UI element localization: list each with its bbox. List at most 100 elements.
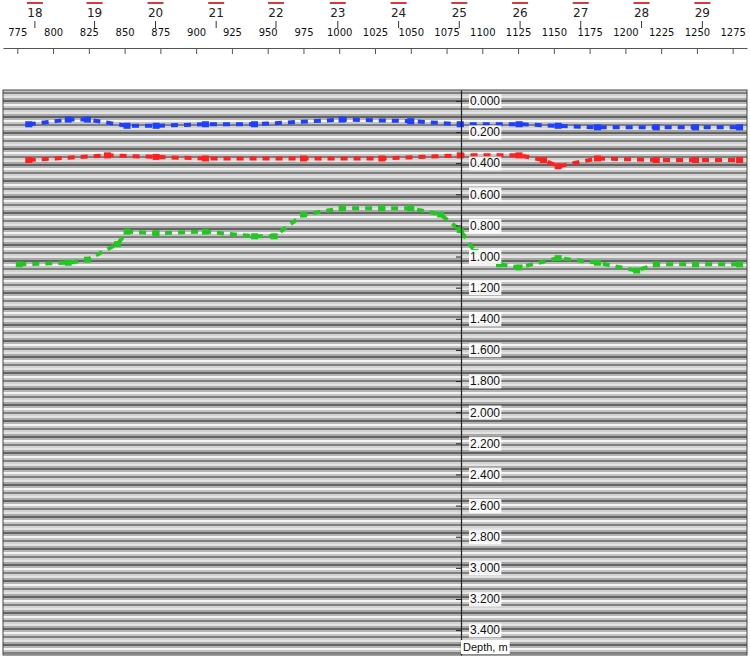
y-tick-mark bbox=[456, 163, 461, 164]
x-tick: 1125 bbox=[506, 27, 531, 54]
y-tick-mark bbox=[456, 225, 461, 226]
y-title-group: Depth, m bbox=[461, 640, 510, 654]
horizon-point bbox=[104, 152, 111, 158]
y-tick: 2.800 bbox=[456, 530, 501, 544]
x-tick-label: 1100 bbox=[470, 27, 495, 38]
x-tick: 1100 bbox=[470, 27, 495, 54]
label-patch bbox=[469, 250, 501, 264]
horizon-point bbox=[124, 229, 131, 235]
x-tick-label: 975 bbox=[294, 27, 313, 38]
y-tick: 2.600 bbox=[456, 499, 501, 513]
horizon-point bbox=[555, 255, 562, 261]
plot-frame bbox=[3, 90, 747, 655]
y-tick: 3.400 bbox=[456, 623, 501, 637]
horizon-point bbox=[407, 205, 414, 211]
horizon-point bbox=[25, 121, 32, 127]
horizon-point bbox=[594, 155, 601, 161]
label-patch bbox=[469, 499, 501, 513]
horizon-point bbox=[153, 230, 160, 236]
label-patch bbox=[469, 156, 501, 170]
y-tick-label: 3.400 bbox=[470, 623, 500, 637]
label-patch bbox=[461, 640, 510, 654]
marker-label: 22 bbox=[268, 6, 283, 20]
marker-flag bbox=[451, 2, 467, 4]
marker-label: 23 bbox=[330, 6, 345, 20]
x-tick-mark bbox=[53, 48, 54, 54]
x-tick-mark bbox=[17, 48, 18, 54]
x-tick: 800 bbox=[44, 27, 63, 54]
x-tick-mark bbox=[518, 48, 519, 54]
marker-flag bbox=[208, 2, 224, 4]
x-tick: 975 bbox=[294, 27, 313, 54]
horizon-point bbox=[736, 261, 743, 267]
horizon-point bbox=[633, 268, 640, 274]
y-tick: 1.600 bbox=[456, 343, 501, 357]
horizon-point bbox=[25, 157, 32, 163]
marker-tick bbox=[641, 21, 642, 28]
label-patch bbox=[469, 468, 501, 482]
horizon-point bbox=[271, 233, 278, 239]
horizon-point bbox=[300, 212, 307, 218]
y-tick-label: 1.200 bbox=[470, 281, 500, 295]
marker-flag bbox=[391, 2, 407, 4]
marker-flag bbox=[573, 2, 589, 4]
x-tick-label: 775 bbox=[8, 27, 27, 38]
marker-label: 25 bbox=[452, 6, 467, 20]
y-axis-title: Depth, m bbox=[463, 641, 508, 653]
radargram-background bbox=[3, 90, 747, 655]
horizon-point bbox=[202, 229, 209, 235]
label-patch bbox=[469, 406, 501, 420]
y-tick: 3.000 bbox=[456, 561, 501, 575]
label-patch bbox=[469, 125, 501, 139]
horizon-point bbox=[84, 117, 91, 123]
horizon-point bbox=[653, 157, 660, 163]
x-tick-label: 1150 bbox=[542, 27, 567, 38]
x-tick-mark bbox=[160, 48, 161, 54]
x-tick: 1050 bbox=[399, 27, 424, 54]
y-tick-mark bbox=[456, 350, 461, 351]
x-tick-label: 925 bbox=[223, 27, 242, 38]
label-patch bbox=[469, 561, 501, 575]
horizon-line bbox=[29, 120, 740, 128]
y-tick-mark bbox=[456, 319, 461, 320]
y-tick-mark bbox=[456, 381, 461, 382]
x-tick: 1075 bbox=[434, 27, 459, 54]
marker-label: 18 bbox=[27, 6, 42, 20]
horizons bbox=[16, 117, 743, 274]
horizon-point bbox=[457, 121, 464, 127]
y-tick-label: 2.200 bbox=[470, 437, 500, 451]
y-tick-label: 1.600 bbox=[470, 343, 500, 357]
x-tick-label: 850 bbox=[116, 27, 135, 38]
x-tick-label: 1125 bbox=[506, 27, 531, 38]
y-tick-mark bbox=[456, 630, 461, 631]
label-patch bbox=[469, 343, 501, 357]
x-tick: 1225 bbox=[649, 27, 674, 54]
label-patch bbox=[469, 374, 501, 388]
x-tick-label: 1225 bbox=[649, 27, 674, 38]
marker-label: 26 bbox=[512, 6, 527, 20]
x-tick-mark bbox=[554, 48, 555, 54]
x-tick: 1275 bbox=[720, 27, 745, 54]
label-patch bbox=[469, 188, 501, 202]
x-tick-label: 1000 bbox=[327, 27, 352, 38]
marker-flag bbox=[694, 2, 710, 4]
x-tick: 950 bbox=[259, 27, 278, 54]
y-tick-label: 1.000 bbox=[470, 250, 500, 264]
label-patch bbox=[469, 623, 501, 637]
horizon-point bbox=[555, 123, 562, 129]
x-tick-mark bbox=[661, 48, 662, 54]
horizon-point bbox=[378, 205, 385, 211]
y-tick-mark bbox=[456, 537, 461, 538]
y-tick: 3.200 bbox=[456, 592, 501, 606]
marker-label: 24 bbox=[391, 6, 406, 20]
x-tick-mark bbox=[232, 48, 233, 54]
x-tick-mark bbox=[196, 48, 197, 54]
x-tick: 1200 bbox=[613, 27, 638, 54]
x-tick-label: 800 bbox=[44, 27, 63, 38]
label-patch bbox=[469, 437, 501, 451]
x-tick-label: 825 bbox=[80, 27, 99, 38]
y-tick-mark bbox=[456, 506, 461, 507]
horizon-point bbox=[378, 155, 385, 161]
marker-flag bbox=[87, 2, 103, 4]
horizon-point bbox=[251, 233, 258, 239]
